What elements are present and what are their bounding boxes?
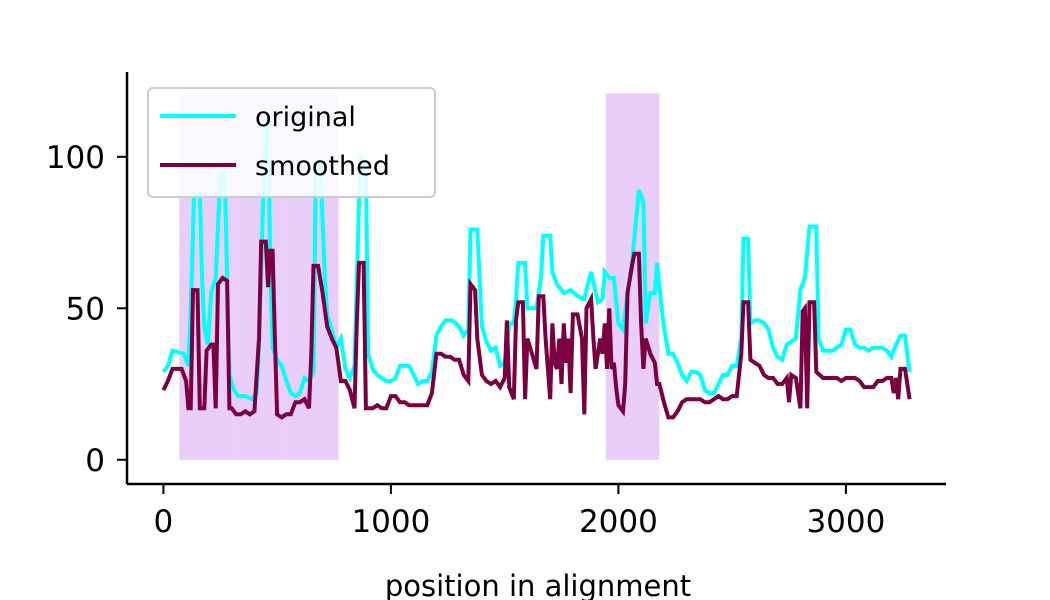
legend-label-original: original: [255, 102, 356, 133]
y-tick-label: 100: [46, 140, 105, 176]
legend-label-smoothed: smoothed: [255, 151, 390, 182]
x-tick-label: 3000: [806, 504, 885, 540]
x-tick-label: 0: [154, 504, 174, 540]
x-tick-label: 1000: [351, 504, 430, 540]
series-line-smoothed: [161, 239, 912, 420]
y-tick-label: 0: [85, 443, 105, 479]
series-line-original: [161, 116, 912, 402]
y-tick-label: 50: [66, 291, 105, 327]
x-tick-label: 2000: [579, 504, 658, 540]
y-ticks: 0 50 100: [46, 140, 127, 479]
series-lines: [161, 116, 912, 420]
legend: original smoothed: [147, 87, 436, 198]
x-ticks: 0 1000 2000 3000: [154, 484, 885, 540]
x-axis-title: position in alignment: [385, 569, 691, 600]
